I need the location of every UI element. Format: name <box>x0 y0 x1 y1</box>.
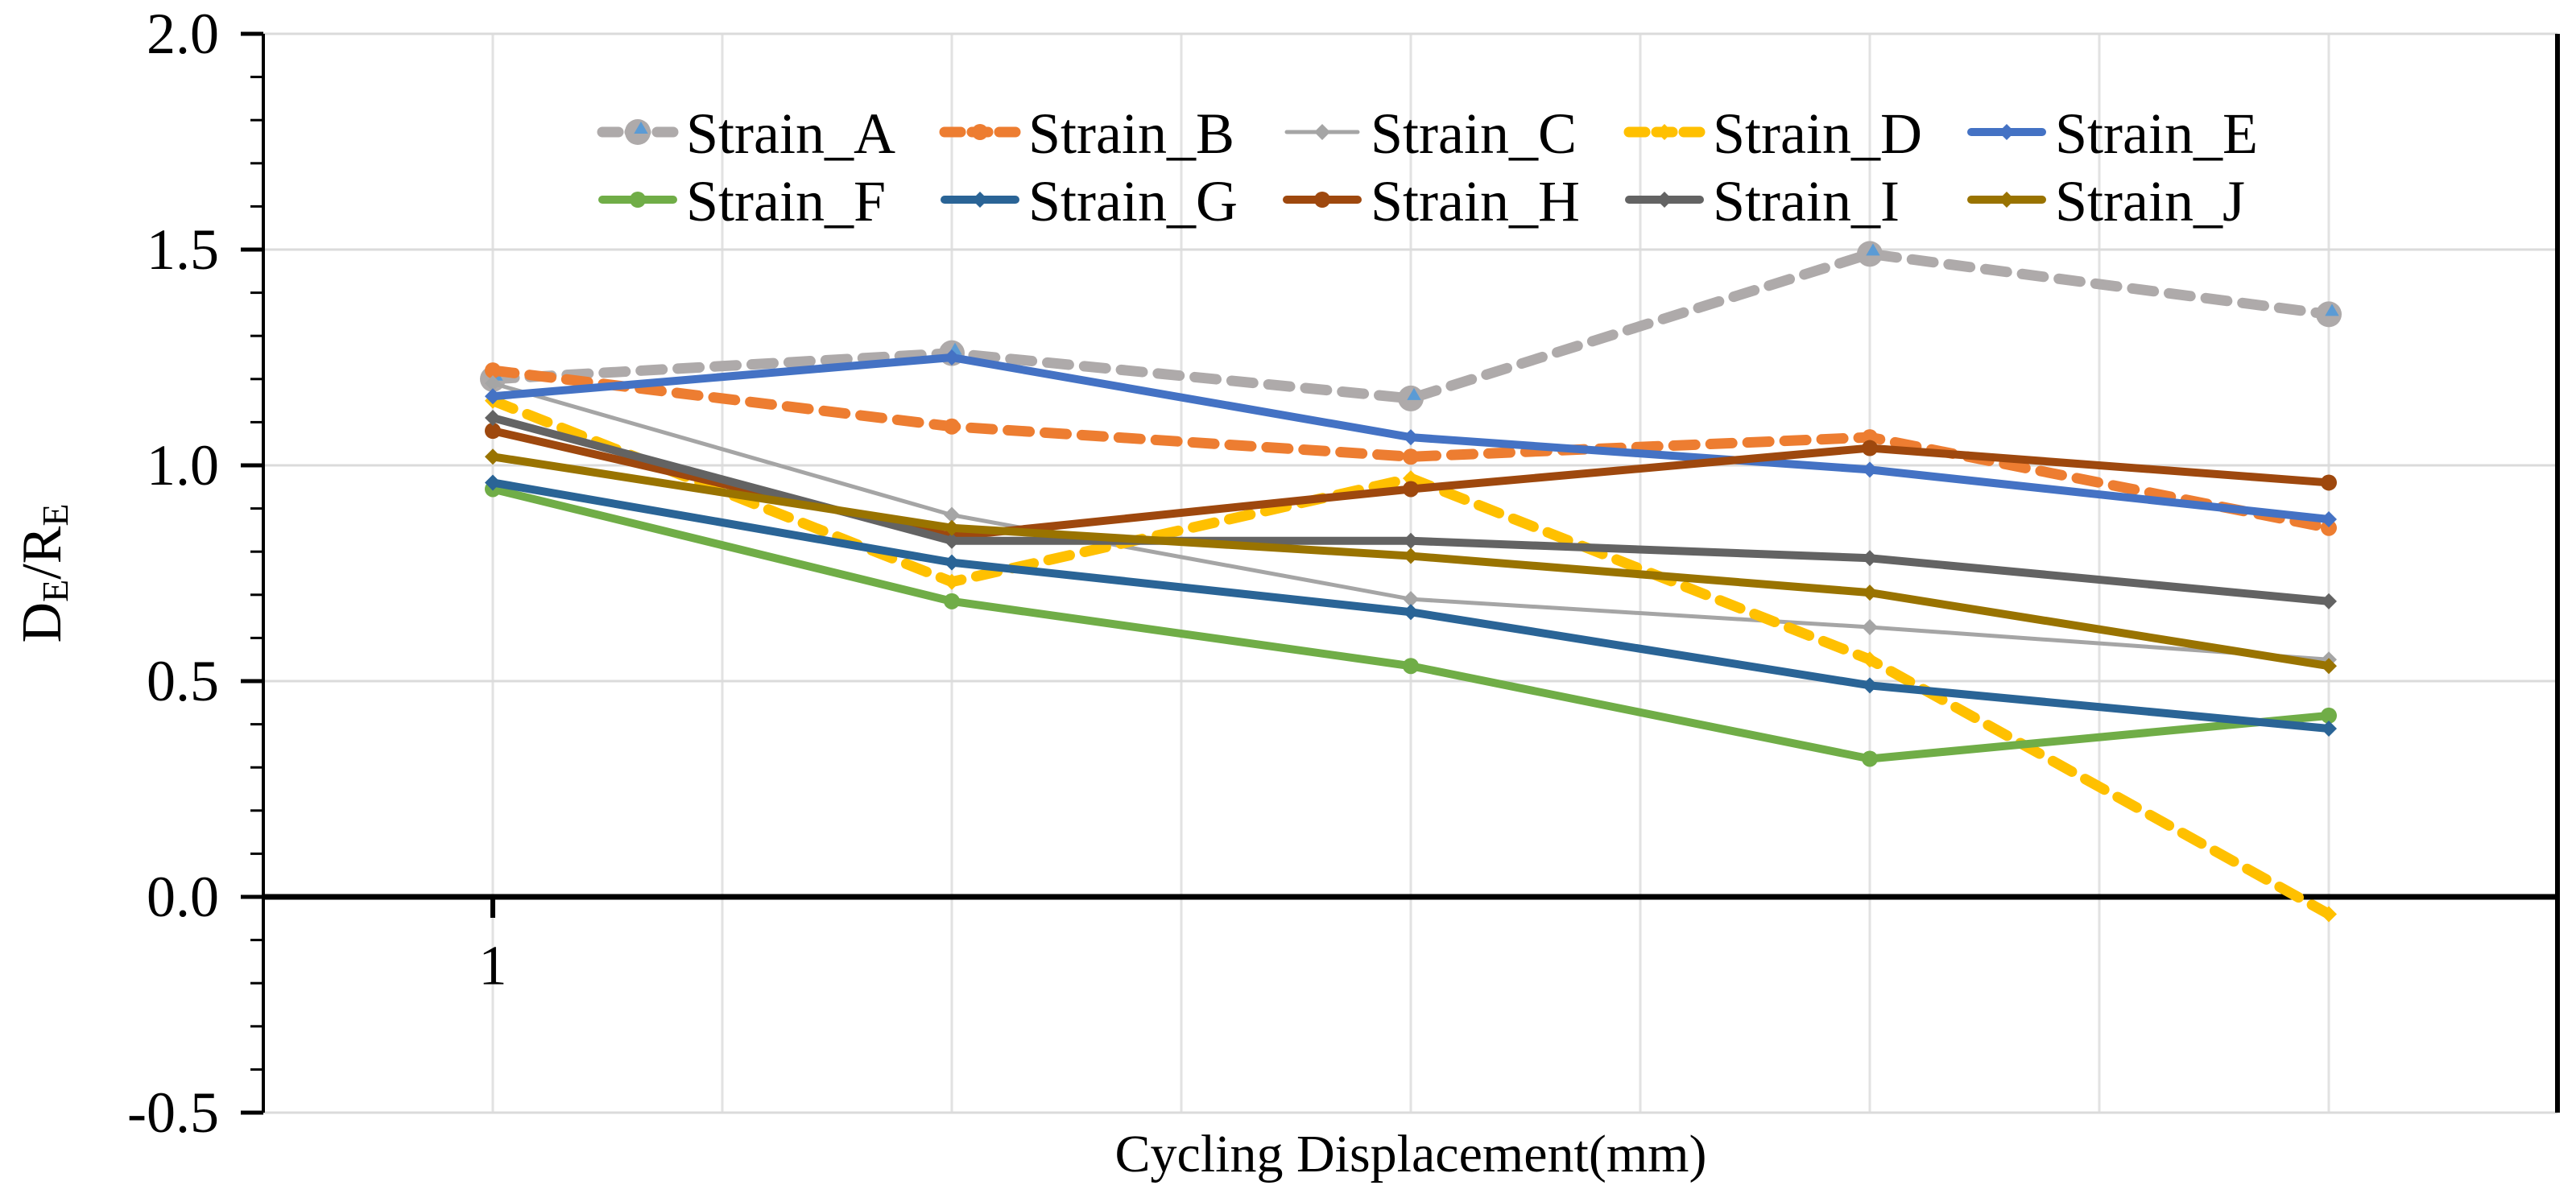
legend-label: Strain_A <box>686 101 895 166</box>
legend-item-strain_a: Strain_A <box>597 101 895 166</box>
y-tick-label: 0.0 <box>147 865 219 929</box>
legend-label: Strain_H <box>1371 169 1580 233</box>
legend-item-strain_f: Strain_F <box>598 169 886 233</box>
legend-label: Strain_E <box>2055 101 2258 166</box>
legend-item-strain_d: Strain_D <box>1623 101 1922 166</box>
legend-item-strain_e: Strain_E <box>1967 101 2258 166</box>
y-tick-label: 0.5 <box>147 649 219 713</box>
y-tick-label: 2.0 <box>147 2 219 66</box>
y-tick-label: 1.5 <box>147 217 219 282</box>
legend-item-strain_b: Strain_B <box>939 101 1234 166</box>
y-axis-tick-labels: 2.0 1.5 1.0 0.5 0.0 -0.5 <box>127 2 219 1145</box>
series-strain_j <box>485 448 2337 675</box>
legend-item-strain_j: Strain_J <box>1967 169 2245 233</box>
axes <box>241 31 2560 1115</box>
legend-label: Strain_G <box>1028 169 1238 233</box>
legend-label: Strain_I <box>1713 169 1900 233</box>
legend-label: Strain_C <box>1371 101 1577 166</box>
series-strain_f <box>485 481 2337 767</box>
y-tick-label: -0.5 <box>127 1080 219 1145</box>
legend-label: Strain_J <box>2055 169 2245 233</box>
legend: Strain_A Strain_B Strain_C Strain_D Strain_E… <box>597 101 2258 233</box>
series-strain_b <box>485 362 2337 536</box>
legend-item-strain_g: Strain_G <box>941 169 1238 233</box>
y-tick-label: 1.0 <box>147 433 219 498</box>
legend-label: Strain_F <box>686 169 886 233</box>
x-axis-title: Cycling Displacement(mm) <box>1114 1125 1707 1183</box>
legend-item-strain_c: Strain_C <box>1284 101 1577 166</box>
y-axis-title: DE/RE <box>11 504 76 643</box>
legend-item-strain_h: Strain_H <box>1283 169 1580 233</box>
series-strain_i <box>485 410 2337 609</box>
x-tick-label: 1 <box>479 936 507 998</box>
legend-label: Strain_D <box>1713 101 1922 166</box>
legend-item-strain_i: Strain_I <box>1625 169 1900 233</box>
series-strain_e <box>485 349 2337 527</box>
series-strain_g <box>485 474 2337 737</box>
legend-label: Strain_B <box>1028 101 1234 166</box>
